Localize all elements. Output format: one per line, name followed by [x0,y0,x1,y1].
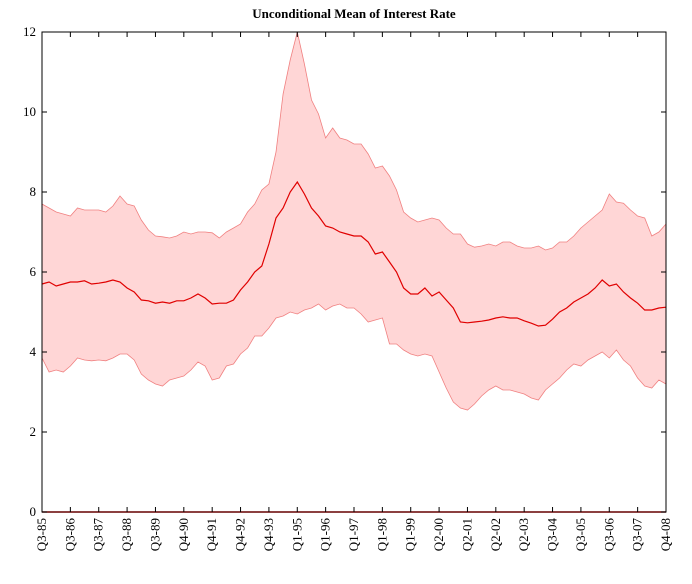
y-tick-label: 10 [23,104,36,119]
x-tick-label: Q3-87 [91,518,106,552]
x-tick-label: Q2-03 [516,518,531,551]
y-tick-label: 12 [23,24,36,39]
band-lower [41,303,667,411]
y-tick-label: 8 [30,184,37,199]
x-tick-label: Q1-99 [403,518,418,551]
x-tick-label: Q4-08 [658,518,673,551]
x-tick-label: Q4-91 [204,518,219,551]
x-tick-label: Q4-90 [176,518,191,551]
x-tick-label: Q3-86 [62,518,77,552]
x-tick-label: Q2-01 [459,518,474,551]
x-tick-label: Q2-02 [488,518,503,551]
x-tick-label: Q3-07 [630,518,645,552]
y-tick-label: 6 [30,264,37,279]
x-tick-label: Q2-00 [431,518,446,551]
y-tick-label: 4 [30,344,37,359]
mean-line [41,180,667,327]
band-upper [41,31,667,251]
x-tick-label: Q3-06 [601,518,616,552]
x-tick-label: Q1-98 [374,518,389,551]
x-tick-label: Q1-95 [289,518,304,551]
x-tick-label: Q3-04 [545,518,560,552]
x-tick-label: Q1-97 [346,518,361,552]
x-tick-label: Q3-88 [119,518,134,551]
chart-title: Unconditional Mean of Interest Rate [252,6,456,21]
x-tick-label: Q4-93 [261,518,276,551]
x-tick-label: Q3-85 [34,518,49,551]
y-tick-label: 0 [30,504,37,519]
x-tick-label: Q1-96 [318,518,333,552]
x-tick-label: Q4-92 [233,518,248,551]
band-fill [42,32,666,410]
x-tick-label: Q3-05 [573,518,588,551]
y-tick-label: 2 [30,424,37,439]
x-tick-label: Q3-89 [147,518,162,551]
